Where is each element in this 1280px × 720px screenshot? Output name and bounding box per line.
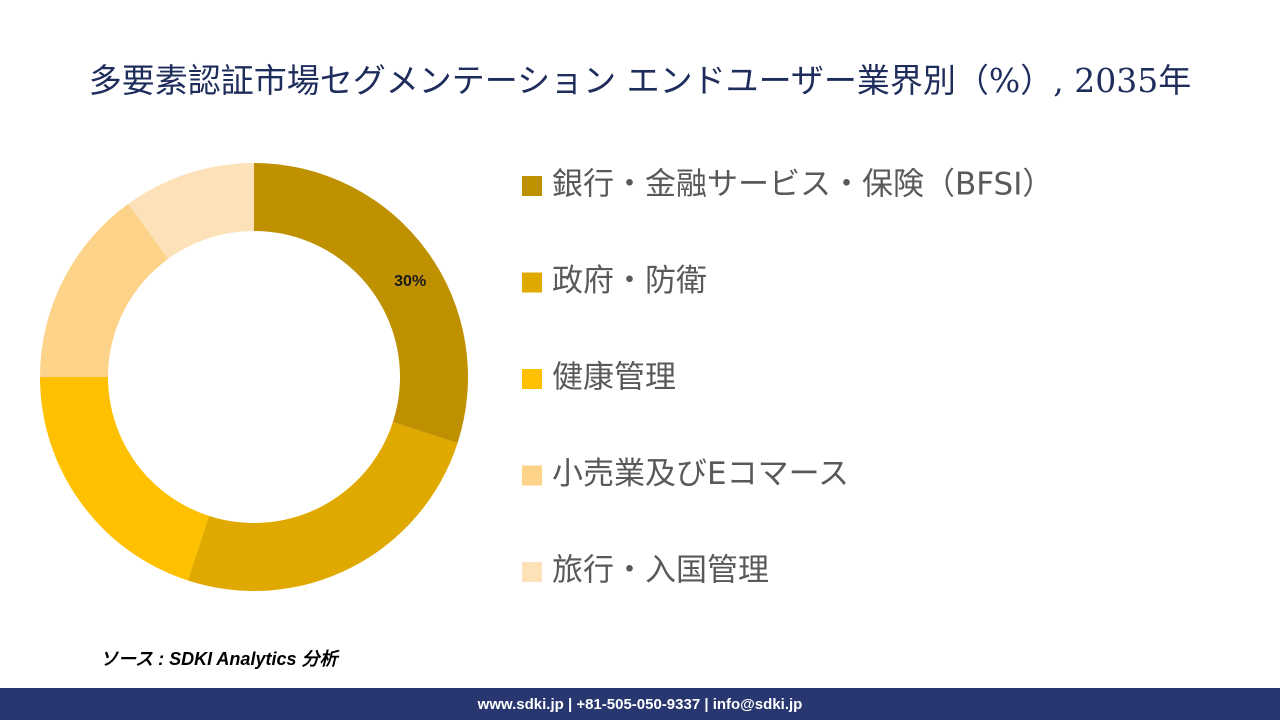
legend-swatch (522, 369, 542, 389)
donut-slice (187, 422, 458, 591)
footer-text: www.sdki.jp | +81-505-050-9337 | info@sd… (477, 696, 803, 713)
legend-swatch (522, 465, 542, 486)
footer-bar (0, 688, 1280, 720)
legend-swatch (522, 176, 542, 196)
legend-label: 旅行・入国管理 (552, 553, 769, 589)
legend-label: 銀行・金融サービス・保険（BFSI） (552, 167, 1053, 203)
donut-slice (128, 163, 254, 259)
donut-slice (254, 163, 469, 444)
donut-slice (40, 377, 209, 581)
legend-swatch (522, 562, 542, 582)
legend-label: 小売業及びEコマース (552, 456, 849, 492)
source-note: ソース : SDKI Analytics 分析 (100, 649, 340, 669)
legend-label: 政府・防衛 (552, 263, 707, 299)
chart-title: 多要素認証市場セグメンテーション エンドユーザー業界別（%）, 2035年 (89, 61, 1192, 100)
legend-swatch (522, 272, 542, 293)
value-label: 30% (394, 273, 426, 290)
legend-label: 健康管理 (552, 360, 676, 396)
donut-slice (40, 203, 169, 377)
